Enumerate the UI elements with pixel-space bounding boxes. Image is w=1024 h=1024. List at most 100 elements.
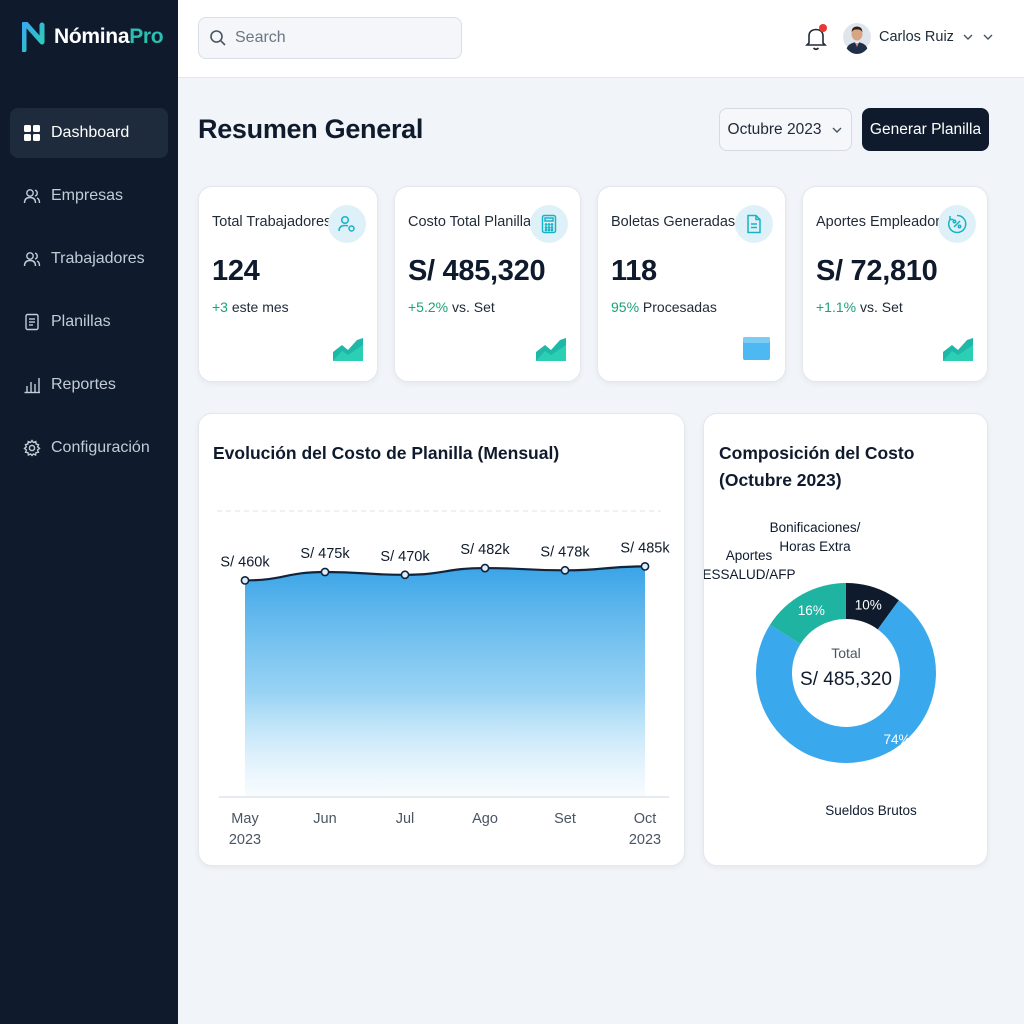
- area-fill: [245, 566, 645, 796]
- kpi-label: Costo Total Planilla: [408, 214, 532, 230]
- brand-mark-icon: [22, 22, 45, 52]
- donut-center-label: Total: [831, 645, 861, 661]
- notification-dot: [819, 24, 827, 32]
- sidebar-item-label: Reportes: [51, 376, 116, 393]
- kpi-value: S/ 72,810: [816, 255, 938, 287]
- search-icon: [210, 30, 226, 46]
- x-tick-label: May: [231, 811, 259, 827]
- sidebar-item-trabajadores[interactable]: Trabajadores: [10, 234, 168, 284]
- sidebar-item-reportes[interactable]: Reportes: [10, 360, 168, 410]
- kpi-icon-badge: [938, 205, 976, 243]
- x-tick-label: Ago: [472, 811, 498, 827]
- data-point[interactable]: [640, 561, 650, 571]
- document-icon: [747, 214, 761, 234]
- data-label: S/ 470k: [380, 549, 430, 565]
- chevron-down-icon: [832, 127, 842, 133]
- slice-sueldos-brutos[interactable]: [756, 600, 936, 764]
- data-point[interactable]: [560, 565, 570, 575]
- search-input[interactable]: [235, 29, 445, 47]
- data-label: S/ 478k: [540, 544, 590, 560]
- gear-icon: [23, 439, 41, 457]
- legend-label-bonificaciones: Horas Extra: [779, 539, 851, 554]
- kpi-icon-badge: [530, 205, 568, 243]
- x-tick-label: Set: [554, 811, 576, 827]
- page-title: Resumen General: [198, 114, 424, 144]
- kpi-label: Aportes Empleador: [816, 214, 941, 230]
- kpi-card-payroll-cost[interactable]: Costo Total Planilla S/ 485,320 +5.2% vs…: [394, 186, 581, 382]
- users-icon: [23, 189, 41, 204]
- data-label: S/ 482k: [460, 542, 510, 558]
- sidebar-item-configuracion[interactable]: Configuración: [10, 423, 168, 473]
- document-icon: [25, 313, 39, 331]
- kpi-label: Boletas Generadas: [611, 214, 736, 230]
- sidebar-item-dashboard[interactable]: Dashboard: [10, 108, 168, 158]
- kpi-card-employer-contributions[interactable]: Aportes Empleador S/ 72,810 +1.1% vs. Se…: [802, 186, 988, 382]
- series-line: [244, 565, 646, 582]
- brand-logo[interactable]: NóminaPro: [22, 22, 164, 52]
- slice-bonificaciones[interactable]: [846, 583, 899, 630]
- kpi-value: 124: [212, 255, 260, 287]
- cost-composition-card: Composición del Costo (Octubre 2023) 10% 7…: [703, 413, 988, 866]
- user-name: Carlos Ruiz: [879, 29, 954, 45]
- kpi-delta: +1.1% vs. Set: [816, 299, 903, 315]
- payroll-evolution-card: Evolución del Costo de Planilla (Mensual…: [198, 413, 685, 866]
- calculator-icon: [541, 214, 557, 234]
- sidebar-item-empresas[interactable]: Empresas: [10, 171, 168, 221]
- slice-percent-label: 16%: [798, 603, 825, 618]
- kpi-value: S/ 485,320: [408, 255, 546, 287]
- percent-badge-icon: [947, 214, 967, 234]
- data-point[interactable]: [240, 575, 250, 585]
- sidebar-item-label: Trabajadores: [51, 250, 145, 267]
- slice-percent-label: 10%: [855, 598, 882, 613]
- kpi-delta: 95% Procesadas: [611, 299, 717, 315]
- x-tick-label: 2023: [629, 832, 661, 848]
- x-tick-label: Oct: [634, 811, 657, 827]
- generate-payroll-button[interactable]: Generar Planilla: [862, 108, 989, 151]
- kpi-card-payslips[interactable]: Boletas Generadas 118 95% Procesadas: [597, 186, 786, 382]
- period-value: Octubre 2023: [727, 120, 822, 138]
- kpi-delta: +3 este mes: [212, 299, 289, 315]
- chevron-down-icon: [963, 34, 973, 40]
- x-tick-label: 2023: [229, 832, 261, 848]
- chart-title: Evolución del Costo de Planilla (Mensual…: [213, 443, 560, 463]
- sidebar-item-label: Planillas: [51, 313, 111, 330]
- progress-block-icon: [743, 337, 770, 360]
- legend-label-aportes: Aportes: [726, 548, 773, 563]
- sidebar-item-label: Configuración: [51, 439, 150, 456]
- data-point[interactable]: [480, 563, 490, 573]
- cost-composition-chart: 10% 74% 16% Total S/ 485,320 Bonificaciones/H…: [704, 520, 936, 818]
- kpi-label: Total Trabajadores: [212, 214, 332, 230]
- x-tick-label: Jun: [313, 811, 336, 827]
- legend-label-bonificaciones: Bonificaciones/: [770, 520, 861, 535]
- grid-icon: [24, 125, 40, 141]
- notifications-button[interactable]: [804, 24, 828, 52]
- kpi-card-workers[interactable]: Total Trabajadores 124 +3 este mes: [198, 186, 378, 382]
- users-icon: [23, 252, 41, 267]
- brand-name: NóminaPro: [54, 25, 164, 48]
- user-settings-icon: [338, 215, 355, 232]
- search-box[interactable]: [198, 17, 462, 59]
- period-select[interactable]: Octubre 2023: [719, 108, 852, 151]
- donut-center-value: S/ 485,320: [800, 669, 892, 690]
- sparkline-icon: [943, 338, 973, 361]
- kpi-icon-badge: [328, 205, 366, 243]
- sidebar-nav: Dashboard Empresas Trabajadores Planilla…: [10, 108, 168, 486]
- sidebar-item-label: Dashboard: [51, 124, 130, 141]
- data-label: S/ 460k: [220, 554, 270, 570]
- kpi-value: 118: [611, 255, 657, 287]
- sparkline-icon: [333, 338, 363, 361]
- data-label: S/ 485k: [620, 540, 670, 556]
- user-menu[interactable]: Carlos Ruiz: [843, 20, 994, 54]
- data-point[interactable]: [320, 567, 330, 577]
- sidebar: NóminaPro Dashboard Empresas Trabajadore…: [0, 0, 178, 1024]
- slice-aportes[interactable]: [770, 583, 846, 645]
- top-bar: Carlos Ruiz: [178, 0, 1024, 78]
- sidebar-item-planillas[interactable]: Planillas: [10, 297, 168, 347]
- chart-title: Composición del Costo (Octubre 2023): [719, 443, 915, 490]
- x-tick-label: Jul: [396, 811, 415, 827]
- payroll-evolution-chart: S/ 460k May 2023 S/ 475k Jun S/ 470k Jul S/ 482…: [217, 510, 670, 848]
- legend-label-sueldos: Sueldos Brutos: [825, 803, 917, 818]
- data-point[interactable]: [400, 570, 410, 580]
- bell-icon: [805, 28, 827, 51]
- bar-chart-icon: [24, 378, 40, 394]
